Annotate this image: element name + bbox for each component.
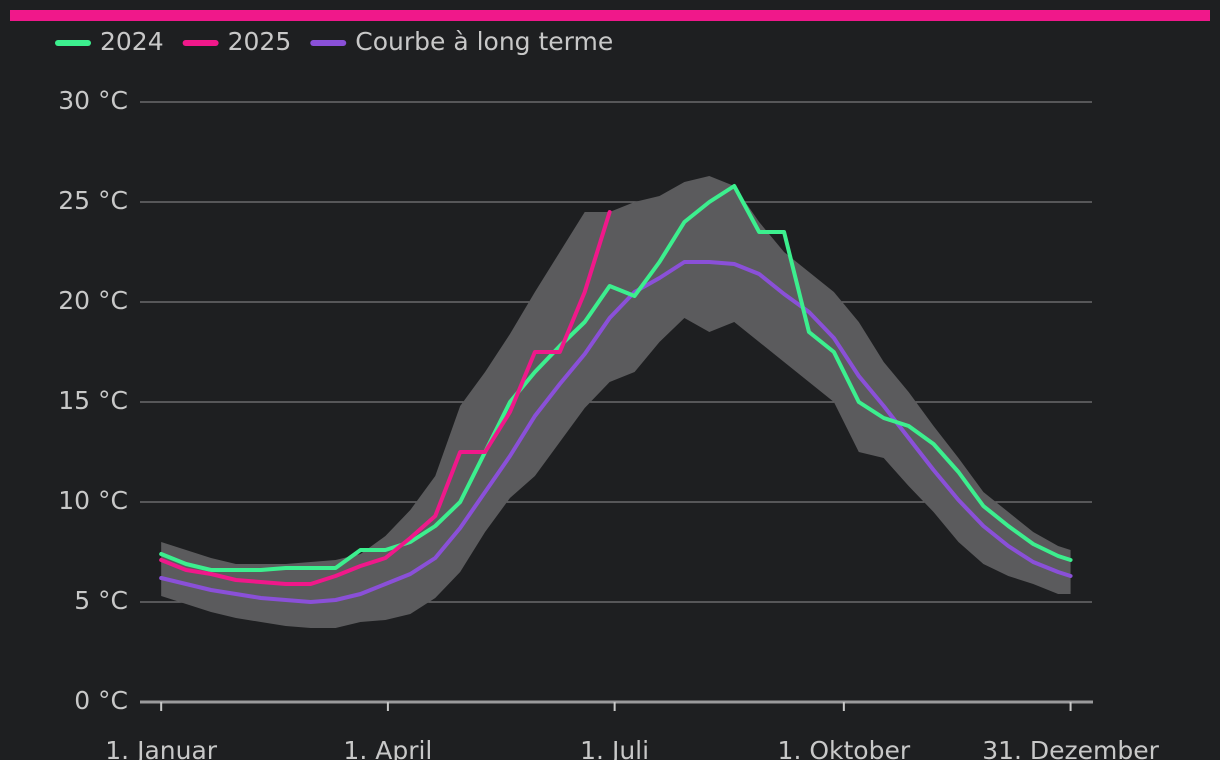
legend-label: Courbe à long terme [355, 27, 613, 56]
series-line [159, 260, 1073, 604]
legend-label: 2024 [100, 27, 164, 56]
y-tick-label: 0 °C [74, 686, 128, 715]
legend-label: 2025 [228, 27, 292, 56]
x-tick-label: 1. Januar [105, 736, 218, 760]
x-tick-label: 1. Juli [580, 736, 649, 760]
y-tick-label: 15 °C [58, 386, 128, 415]
y-tick-label: 5 °C [74, 586, 128, 615]
x-tick-label: 31. Dezember [982, 736, 1159, 760]
x-tick-label: 1. Oktober [778, 736, 911, 760]
series-line [159, 184, 1073, 572]
y-tick-label: 20 °C [58, 286, 128, 315]
y-tick-label: 25 °C [58, 186, 128, 215]
x-tick-label: 1. April [343, 736, 432, 760]
series-line [159, 210, 612, 586]
y-tick-label: 10 °C [58, 486, 128, 515]
accent-bar [10, 10, 1210, 21]
y-tick-label: 30 °C [58, 86, 128, 115]
